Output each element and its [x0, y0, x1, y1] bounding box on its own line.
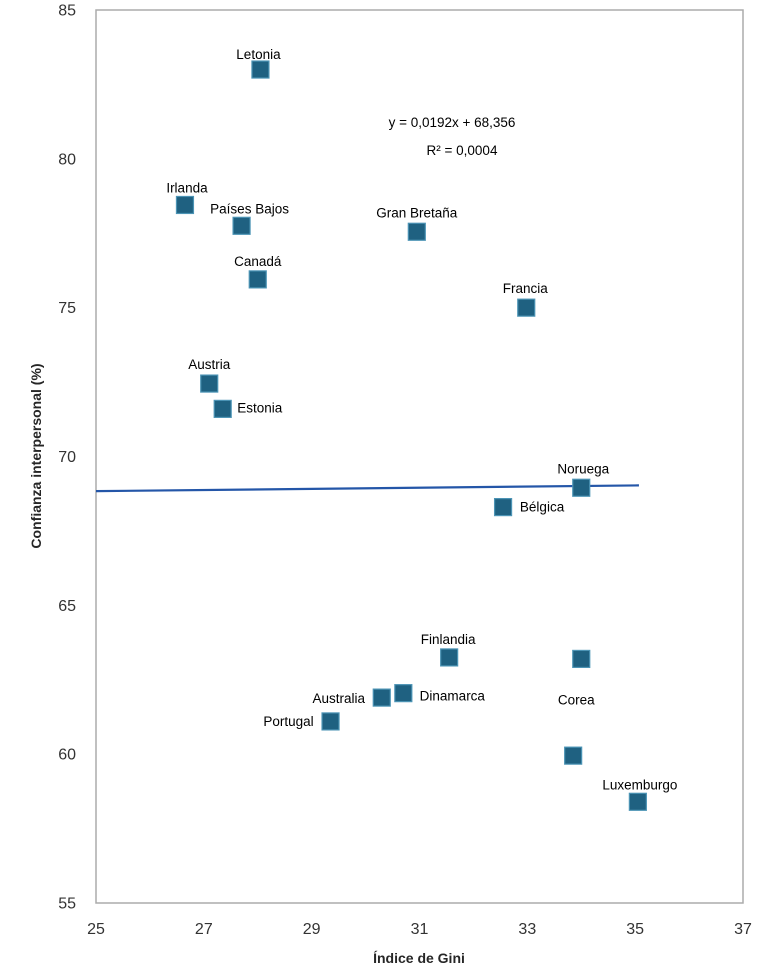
trendline [95, 484, 639, 493]
point-label: Corea [558, 692, 595, 707]
data-point-irlanda [175, 195, 195, 215]
data-point-francia [517, 298, 536, 317]
x-axis-title: Índice de Gini [373, 950, 465, 966]
y-tick-label: 55 [58, 896, 76, 913]
point-label: Australia [312, 691, 365, 706]
y-tick-label: 75 [58, 300, 76, 317]
trendline-layer [95, 484, 639, 493]
x-tick-label: 29 [303, 921, 321, 938]
y-tick-label: 85 [58, 3, 76, 20]
data-point-corea [572, 649, 591, 669]
point-label: Luxemburgo [602, 777, 677, 792]
y-tick-label: 80 [58, 151, 76, 168]
r-squared-label: R² = 0,0004 [427, 143, 498, 158]
point-label: Gran Bretaña [376, 205, 458, 220]
x-tick-label: 33 [518, 921, 536, 938]
point-label: Bélgica [520, 500, 565, 515]
plot-area-border [95, 9, 744, 904]
data-point-portugal [321, 712, 340, 731]
y-tick-label: 60 [58, 747, 76, 764]
data-point-noruega [572, 478, 591, 497]
point-label: Austria [188, 357, 231, 372]
y-tick-label: 65 [58, 598, 76, 615]
data-point-dinamarca [394, 684, 413, 703]
data-point-letonia [251, 60, 270, 79]
x-tick-label: 31 [411, 921, 429, 938]
data-point-australia [372, 688, 391, 707]
y-tick-label: 70 [58, 449, 76, 466]
data-point-pa-ses-bajos [232, 216, 251, 235]
point-label: Dinamarca [420, 689, 486, 704]
data-point-luxemburgo [628, 792, 647, 811]
y-axis-title: Confianza interpersonal (%) [28, 363, 44, 548]
data-point-b-lgica [493, 498, 513, 517]
x-tick-label: 25 [87, 921, 105, 938]
point-label: Países Bajos [210, 201, 289, 216]
data-point [564, 746, 583, 765]
x-tick-label: 35 [626, 921, 644, 938]
point-label: Estonia [237, 400, 283, 415]
x-tick-label: 37 [734, 921, 752, 938]
point-label: Noruega [557, 461, 609, 476]
x-tick-label: 27 [195, 921, 213, 938]
point-label: Finlandia [421, 632, 476, 647]
regression-equation-label: y = 0,0192x + 68,356 [389, 115, 516, 130]
data-point-gran-breta-a [407, 222, 426, 241]
point-label: Letonia [236, 47, 281, 62]
point-label: Canadá [234, 254, 282, 269]
data-point-finlandia [440, 648, 459, 667]
data-point-canad- [248, 270, 267, 289]
point-label: Francia [503, 281, 549, 296]
point-label: Portugal [263, 714, 313, 729]
data-point-estonia [213, 399, 232, 418]
point-label: Irlanda [166, 180, 208, 195]
y-axis-tick-labels: 85 80 75 70 65 60 55 [58, 3, 76, 913]
data-point-austria [200, 374, 219, 393]
x-axis-tick-labels: 25 27 29 31 33 35 37 [87, 921, 752, 938]
